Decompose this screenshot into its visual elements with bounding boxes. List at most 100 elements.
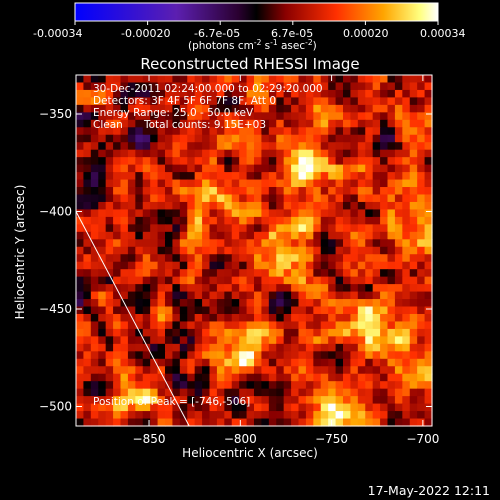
heatmap-cell (165, 179, 174, 188)
heatmap-cell (165, 276, 174, 285)
heatmap-cell (291, 403, 300, 412)
heatmap-cell (328, 246, 337, 255)
heatmap-cell (120, 119, 129, 128)
heatmap-cell (127, 343, 136, 352)
heatmap-cell (261, 299, 270, 308)
heatmap-cell (135, 157, 144, 166)
heatmap-cell (372, 328, 381, 337)
heatmap-cell (424, 201, 433, 211)
heatmap-cell (276, 142, 285, 151)
heatmap-cell (224, 358, 233, 367)
heatmap-cell (424, 366, 433, 375)
heatmap-cell (239, 119, 248, 128)
heatmap-cell (231, 209, 240, 218)
heatmap-cell (372, 366, 381, 375)
heatmap-cell (179, 313, 188, 323)
heatmap-cell (157, 239, 166, 248)
heatmap-cell (254, 321, 263, 330)
heatmap-cell (261, 269, 270, 278)
heatmap-cell (187, 201, 196, 211)
heatmap-cell (417, 418, 426, 427)
heatmap-cell (113, 254, 122, 263)
heatmap-cell (350, 104, 359, 113)
heatmap-cell (246, 239, 255, 248)
heatmap-cell (402, 328, 411, 337)
heatmap-cell (409, 194, 418, 203)
heatmap-cell (90, 381, 99, 390)
heatmap-cell (372, 134, 381, 143)
heatmap-cell (98, 239, 107, 248)
heatmap-cell (187, 149, 196, 158)
heatmap-cell (120, 239, 129, 248)
heatmap-cell (402, 418, 411, 427)
heatmap-cell (142, 209, 151, 218)
heatmap-cell (90, 142, 99, 151)
heatmap-cell (127, 306, 136, 315)
heatmap-cell (394, 261, 403, 270)
heatmap-cell (165, 358, 174, 367)
heatmap-cell (305, 396, 314, 405)
heatmap-cell (105, 306, 114, 315)
heatmap-cell (372, 291, 381, 300)
heatmap-cell (179, 187, 188, 196)
heatmap-cell (298, 112, 307, 121)
heatmap-cell (142, 411, 151, 420)
heatmap-cell (157, 396, 166, 405)
heatmap-cell (276, 291, 285, 300)
heatmap-cell (283, 321, 292, 330)
heatmap-cell (380, 336, 389, 345)
heatmap-cell (394, 411, 403, 420)
heatmap-cell (320, 142, 329, 151)
heatmap-cell (402, 403, 411, 412)
heatmap-cell (335, 284, 344, 293)
heatmap-cell (224, 149, 233, 158)
heatmap-cell (357, 209, 366, 218)
heatmap-cell (224, 97, 233, 106)
heatmap-cell (194, 89, 203, 99)
heatmap-cell (113, 291, 122, 300)
heatmap-cell (357, 261, 366, 270)
heatmap-cell (335, 127, 344, 136)
heatmap-cell (150, 313, 159, 323)
heatmap-cell (172, 82, 181, 91)
y-tick-label: −350 (39, 107, 72, 121)
heatmap-cell (187, 127, 196, 136)
heatmap-cell (239, 328, 248, 337)
heatmap-cell (127, 194, 136, 203)
heatmap-cell (127, 239, 136, 248)
heatmap-cell (194, 276, 203, 285)
heatmap-cell (268, 231, 277, 240)
heatmap-cell (113, 127, 122, 136)
heatmap-cell (343, 411, 352, 420)
heatmap-cell (194, 321, 203, 330)
heatmap-cell (261, 343, 270, 352)
heatmap-cell (335, 358, 344, 367)
heatmap-cell (343, 418, 352, 427)
heatmap-cell (394, 373, 403, 382)
heatmap-cell (343, 89, 352, 99)
heatmap-cell (365, 366, 374, 375)
heatmap-cell (179, 97, 188, 106)
heatmap-cell (76, 306, 85, 315)
heatmap-cell (335, 89, 344, 99)
heatmap-cell (90, 127, 99, 136)
heatmap-cell (335, 142, 344, 151)
heatmap-cell (246, 313, 255, 323)
heatmap-cell (380, 75, 389, 84)
heatmap-cell (246, 269, 255, 278)
heatmap-cell (157, 97, 166, 106)
heatmap-cell (216, 149, 225, 158)
heatmap-cell (231, 246, 240, 255)
heatmap-cell (165, 239, 174, 248)
heatmap-cell (105, 179, 114, 188)
heatmap-cell (172, 194, 181, 203)
heatmap-cell (365, 396, 374, 405)
heatmap-cell (142, 299, 151, 308)
heatmap-cell (417, 216, 426, 225)
heatmap-cell (165, 291, 174, 300)
heatmap-cell (417, 224, 426, 233)
heatmap-cell (343, 112, 352, 121)
heatmap-cell (202, 328, 211, 337)
heatmap-cell (343, 269, 352, 278)
heatmap-cell (142, 75, 151, 84)
